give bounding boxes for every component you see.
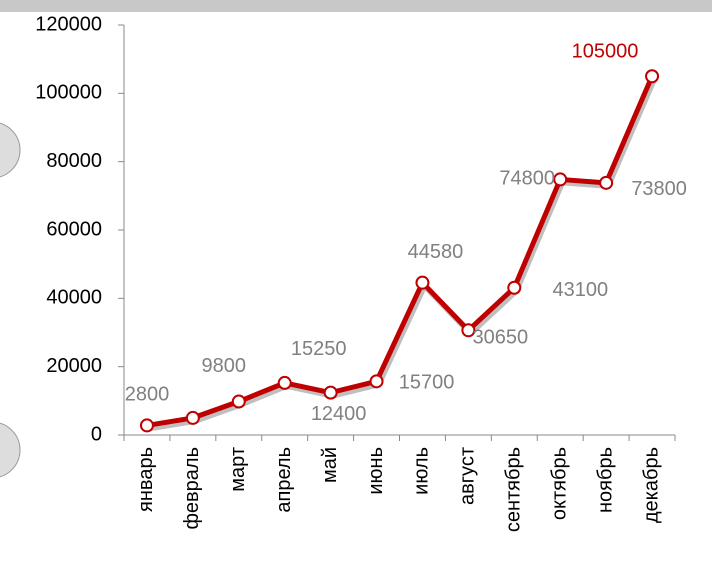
data-point — [279, 377, 291, 389]
chart: 0 20000 40000 60000 80000 100000 120000 январь ф… — [0, 0, 712, 562]
x-tick-label: август — [457, 447, 479, 505]
data-label: 105000 — [572, 41, 639, 63]
data-label: 73800 — [631, 178, 687, 200]
data-label: 9800 — [202, 355, 247, 377]
x-tick-label: декабрь — [640, 447, 662, 523]
data-point — [187, 412, 199, 424]
data-label: 74800 — [499, 168, 555, 190]
x-tick-label: май — [319, 447, 341, 483]
y-tick-label: 120000 — [35, 13, 102, 35]
x-tick-label: апрель — [273, 447, 295, 513]
data-point — [508, 282, 520, 294]
data-label: 15250 — [291, 338, 347, 360]
y-tick-label: 100000 — [35, 82, 102, 104]
data-point — [325, 387, 337, 399]
data-point — [416, 277, 428, 289]
data-label: 44580 — [408, 241, 464, 263]
x-tick-label: январь — [135, 447, 157, 512]
data-label: 30650 — [473, 327, 529, 349]
x-tick-label: сентябрь — [503, 447, 525, 532]
data-label: 12400 — [311, 403, 367, 425]
data-point — [600, 177, 612, 189]
data-label: 43100 — [552, 279, 608, 301]
x-tick-label: октябрь — [548, 447, 570, 520]
y-tick-label: 20000 — [46, 355, 102, 377]
y-tick-label: 60000 — [46, 218, 102, 240]
data-point — [554, 173, 566, 185]
data-point — [371, 375, 383, 387]
data-label: 2800 — [125, 384, 170, 406]
y-tick-label: 80000 — [46, 150, 102, 172]
x-tick-label: ноябрь — [594, 447, 616, 513]
data-point — [646, 70, 658, 82]
data-label: 15700 — [399, 372, 455, 394]
top-banner — [0, 0, 712, 12]
coin-decor — [0, 422, 20, 478]
x-tick-label: февраль — [181, 447, 203, 530]
x-tick-label: март — [227, 447, 249, 492]
x-tick-label: июль — [411, 447, 433, 495]
y-tick-label: 0 — [91, 423, 102, 445]
data-point — [233, 396, 245, 408]
coin-decor — [0, 122, 20, 178]
y-tick-label: 40000 — [46, 287, 102, 309]
data-point — [141, 419, 153, 431]
x-tick-label: июнь — [365, 447, 387, 495]
